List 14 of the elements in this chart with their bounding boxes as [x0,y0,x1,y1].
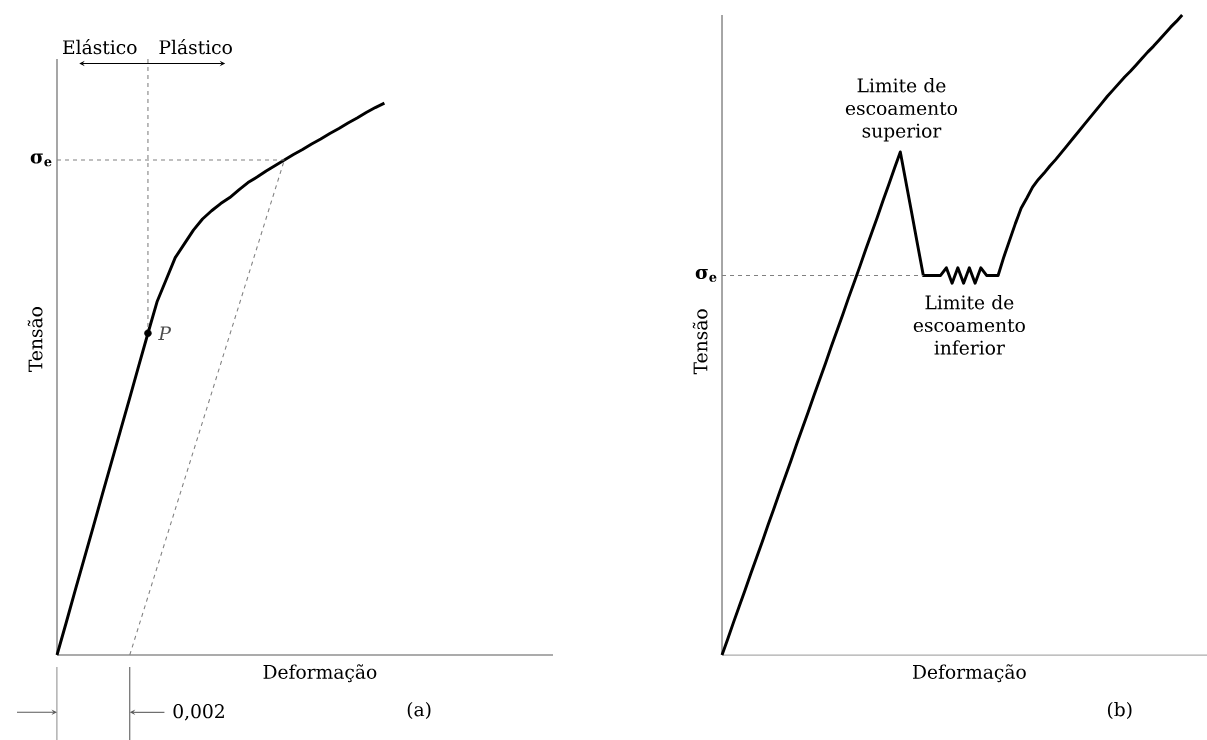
y-axis-title: Tensão [27,307,43,372]
text: 0,002 [173,704,224,721]
ref-line-label: σ$_{e}$ [695,269,717,282]
y-axis-title: Tensão [692,309,708,375]
annotation: Limite de escoamento superior [845,78,957,142]
annotation: Limite de escoamento inferior [913,295,1025,355]
text: Elástico [63,39,137,55]
x-axis-title: Deformação [263,664,377,683]
text: Plástico [159,39,232,55]
ref-line-label: σ$_{e}$ [30,153,52,167]
series-label: P [158,326,171,341]
text: (a) [407,701,431,720]
x-axis-title: Deformação [913,664,1026,683]
text: (b) [1107,701,1132,720]
